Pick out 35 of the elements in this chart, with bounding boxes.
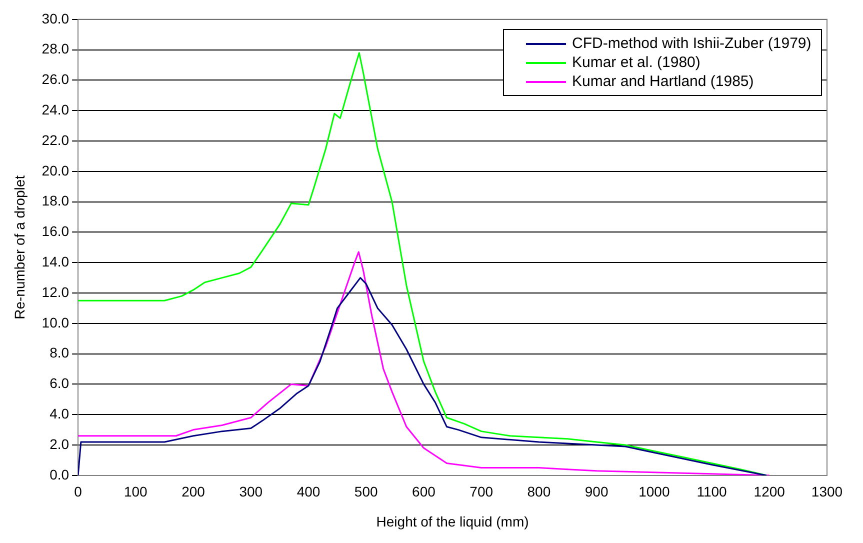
x-tick-label: 700 — [470, 484, 494, 500]
y-tick-label: 30.0 — [42, 10, 70, 26]
x-tick-label: 800 — [527, 484, 551, 500]
x-tick-label: 300 — [239, 484, 263, 500]
legend-label: Kumar et al. (1980) — [572, 53, 700, 72]
y-tick-label: 26.0 — [42, 71, 70, 88]
y-tick-label: 0.0 — [50, 466, 70, 482]
x-tick-label: 600 — [412, 484, 436, 500]
y-tick-label: 6.0 — [50, 375, 70, 392]
y-tick-label: 20.0 — [42, 162, 70, 178]
y-tick-label: 18.0 — [42, 192, 70, 209]
y-tick-label: 24.0 — [42, 101, 70, 118]
x-tick-label: 200 — [182, 484, 206, 500]
y-tick-label: 8.0 — [50, 344, 70, 361]
x-axis-title: Height of the liquid (mm) — [376, 513, 529, 530]
y-tick-label: 22.0 — [42, 132, 70, 148]
x-tick-label: 100 — [124, 484, 148, 500]
x-tick-label: 1200 — [754, 484, 786, 500]
y-tick-label: 12.0 — [42, 284, 70, 300]
x-tick-label: 1100 — [696, 484, 728, 500]
legend-label: CFD-method with Ishii-Zuber (1979) — [572, 34, 812, 54]
x-tick-label: 900 — [584, 484, 608, 500]
y-tick-label: 28.0 — [42, 40, 70, 57]
y-tick-label: 10.0 — [42, 314, 70, 330]
y-tick-label: 16.0 — [42, 223, 70, 240]
y-tick-label: 4.0 — [50, 405, 70, 422]
x-tick-label: 0 — [74, 484, 82, 500]
y-tick-label: 14.0 — [42, 253, 70, 270]
x-tick-label: 1000 — [638, 484, 670, 500]
y-tick-label: 2.0 — [50, 436, 70, 452]
x-tick-label: 500 — [354, 484, 378, 500]
y-axis-title: Re-number of a droplet — [11, 175, 28, 320]
x-tick-label: 1300 — [811, 484, 843, 500]
legend-label: Kumar and Hartland (1985) — [572, 72, 754, 92]
x-tick-label: 400 — [296, 484, 320, 500]
